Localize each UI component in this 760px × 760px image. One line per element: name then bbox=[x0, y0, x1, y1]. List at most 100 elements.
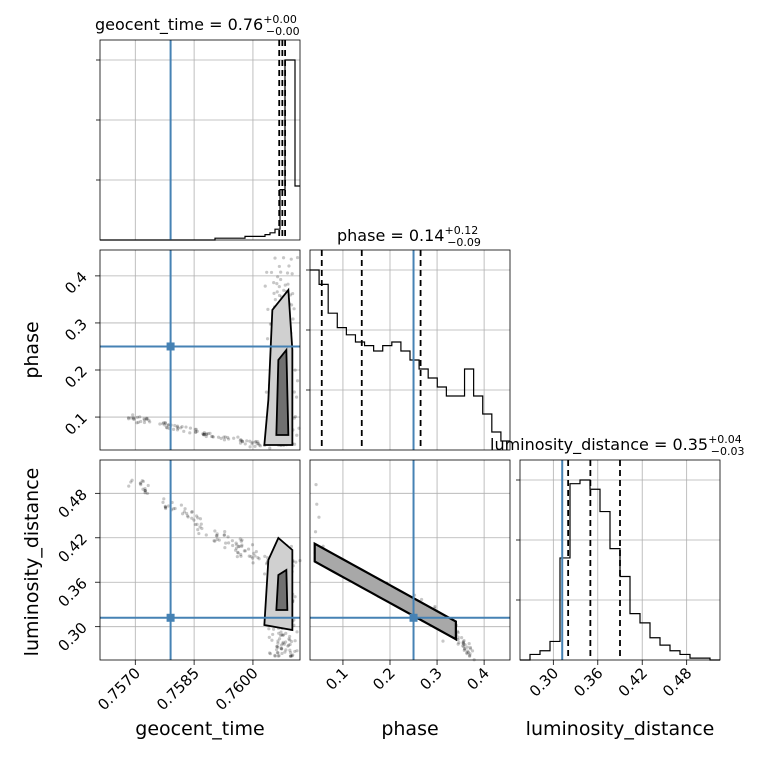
sample-point bbox=[238, 441, 243, 445]
sample-point bbox=[274, 648, 279, 652]
sample-point bbox=[463, 647, 467, 651]
sample-point bbox=[175, 428, 180, 432]
sample-point bbox=[185, 511, 189, 516]
sample-point bbox=[291, 317, 295, 321]
sample-point bbox=[247, 554, 251, 558]
sample-point bbox=[276, 651, 280, 655]
sample-point bbox=[468, 647, 473, 651]
sample-point bbox=[240, 440, 245, 444]
sample-point bbox=[286, 644, 290, 648]
sample-point bbox=[277, 637, 282, 641]
sample-point bbox=[190, 509, 194, 514]
sample-point bbox=[295, 630, 299, 634]
y-tick-label: 0.36 bbox=[54, 574, 90, 610]
sample-point bbox=[145, 417, 149, 422]
sample-point bbox=[267, 627, 271, 631]
sample-point bbox=[143, 487, 147, 491]
sample-point bbox=[222, 435, 226, 439]
sample-point bbox=[468, 654, 472, 658]
sample-point bbox=[466, 649, 470, 653]
sample-point bbox=[271, 632, 275, 637]
sample-point bbox=[315, 502, 319, 506]
sample-point bbox=[237, 544, 241, 548]
sample-point bbox=[292, 416, 296, 420]
sample-point bbox=[293, 639, 297, 643]
sample-point bbox=[288, 642, 292, 647]
sample-point bbox=[204, 434, 208, 439]
sample-point bbox=[289, 303, 294, 307]
sample-point bbox=[142, 420, 147, 425]
sample-point bbox=[182, 429, 186, 433]
sample-point bbox=[313, 530, 318, 534]
sample-point bbox=[288, 634, 292, 639]
sample-point bbox=[248, 445, 252, 449]
sample-point bbox=[262, 572, 267, 576]
sample-point bbox=[163, 505, 168, 509]
sample-point bbox=[253, 554, 257, 558]
sample-point bbox=[239, 438, 243, 442]
hist-step-luminosity-distance bbox=[520, 479, 720, 661]
xlabel-phase: phase bbox=[381, 718, 438, 740]
x-tick-label: 0.7585 bbox=[153, 664, 203, 714]
sample-point bbox=[254, 550, 258, 554]
sample-point bbox=[227, 541, 231, 545]
sample-point bbox=[175, 425, 179, 429]
sample-point bbox=[195, 514, 199, 518]
contour-group bbox=[263, 536, 294, 632]
sample-point bbox=[462, 642, 466, 646]
sample-point bbox=[289, 654, 293, 658]
sample-point bbox=[158, 422, 162, 426]
sample-point bbox=[180, 424, 184, 429]
sample-point bbox=[295, 255, 300, 260]
contour-band bbox=[313, 541, 457, 642]
sample-point bbox=[288, 650, 293, 655]
sample-point bbox=[173, 423, 177, 428]
sample-point bbox=[238, 439, 242, 443]
sample-point bbox=[161, 422, 165, 426]
sample-point bbox=[142, 417, 146, 421]
sample-point bbox=[456, 642, 460, 646]
sample-point bbox=[126, 416, 131, 420]
sample-point bbox=[276, 654, 280, 658]
x-tick-label: 0.36 bbox=[570, 664, 606, 700]
sample-point bbox=[231, 543, 235, 548]
sample-point bbox=[183, 507, 187, 511]
sample-point bbox=[223, 529, 227, 534]
sample-point bbox=[238, 537, 242, 541]
sample-point bbox=[287, 264, 291, 268]
sample-point bbox=[197, 531, 201, 536]
sample-point bbox=[273, 256, 277, 260]
sample-point bbox=[457, 640, 461, 645]
sample-point bbox=[240, 543, 244, 547]
sample-point bbox=[253, 440, 257, 444]
sample-point bbox=[194, 427, 198, 431]
sample-point bbox=[188, 431, 192, 435]
sample-point bbox=[193, 427, 197, 431]
sample-point bbox=[222, 533, 226, 537]
sample-point bbox=[144, 416, 149, 420]
sample-point bbox=[213, 539, 217, 543]
sample-point bbox=[275, 282, 279, 286]
sample-point bbox=[215, 534, 219, 538]
sample-point bbox=[250, 440, 254, 444]
sample-point bbox=[267, 635, 271, 640]
sample-point bbox=[141, 479, 145, 484]
sample-point bbox=[236, 435, 240, 439]
sample-point bbox=[140, 479, 144, 483]
sample-point bbox=[163, 423, 167, 427]
sample-point bbox=[234, 546, 239, 550]
sample-point bbox=[256, 555, 260, 560]
sample-point bbox=[251, 556, 255, 560]
x-tick-label: 0.7570 bbox=[94, 664, 144, 714]
sample-point bbox=[279, 277, 283, 282]
sample-point bbox=[219, 436, 223, 440]
sample-point bbox=[185, 514, 190, 518]
contour-group bbox=[263, 287, 294, 446]
sample-point bbox=[179, 503, 183, 507]
sample-point bbox=[175, 424, 180, 428]
sample-point bbox=[456, 630, 460, 635]
sample-point bbox=[200, 526, 204, 531]
sample-point bbox=[254, 439, 258, 444]
density-layer bbox=[126, 255, 476, 662]
sample-point bbox=[196, 516, 200, 520]
